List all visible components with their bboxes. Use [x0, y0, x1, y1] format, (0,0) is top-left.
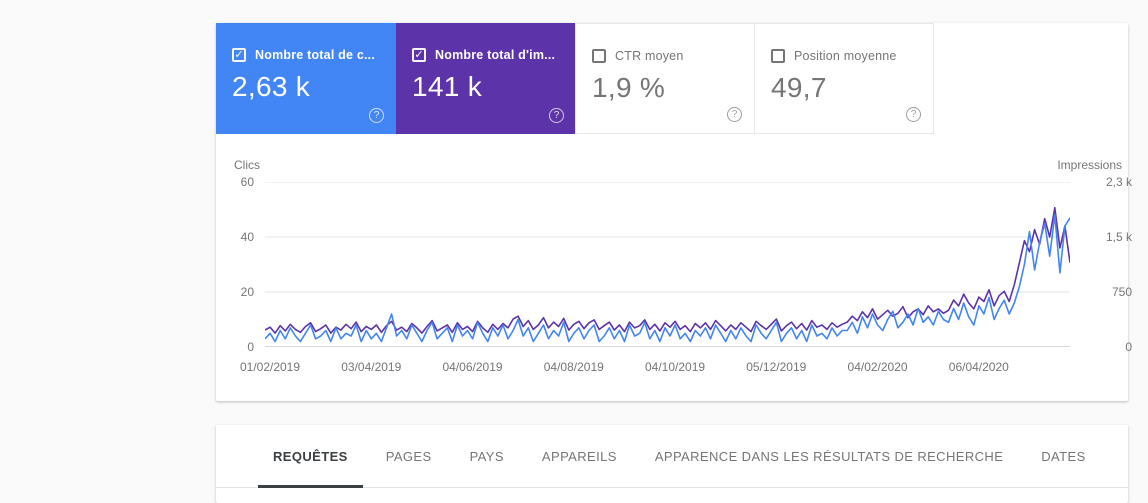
checked-checkbox-clicks[interactable]: ✓ [232, 48, 246, 62]
x-axis-date-label: 01/02/2019 [239, 360, 301, 374]
x-axis-date-label: 03/04/2019 [341, 360, 402, 374]
tab-appareils[interactable]: APPAREILS [541, 449, 617, 464]
series-line-clics[interactable] [265, 214, 1070, 343]
metric-card-header: ✓ Nombre total d'im... [412, 48, 560, 62]
metric-value-impressions: 141 k [412, 71, 482, 102]
right-axis-tick-label: 750 [1111, 285, 1132, 299]
tab-apparence[interactable]: APPARENCE DANS LES RÉSULTATS DE RECHERCH… [654, 449, 1004, 464]
metric-label-ctr: CTR moyen [615, 49, 684, 63]
metric-label-position: Position moyenne [794, 49, 897, 63]
x-axis-date-label: 04/06/2019 [442, 360, 503, 374]
dimension-tab-bar: REQUÊTES PAGES PAYS APPAREILS APPARENCE DANS… [216, 425, 1128, 488]
metric-card-header: Position moyenne [771, 49, 917, 63]
left-axis-tick-label: 60 [240, 175, 254, 189]
metric-card-impressions[interactable]: ✓ Nombre total d'im... 141 k? [396, 23, 576, 134]
help-icon[interactable]: ? [369, 108, 384, 123]
x-axis-date-label: 04/02/2020 [847, 360, 908, 374]
tab-pays[interactable]: PAYS [469, 449, 504, 464]
metric-card-ctr[interactable]: CTR moyen 1,9 %? [575, 23, 755, 134]
dimensions-card: REQUÊTES PAGES PAYS APPAREILS APPARENCE DANS… [216, 425, 1128, 503]
tab-pages[interactable]: PAGES [385, 449, 432, 464]
left-axis-tick-label: 40 [240, 230, 254, 244]
metric-card-header: ✓ Nombre total de c... [232, 48, 380, 62]
unchecked-checkbox-ctr[interactable] [592, 49, 606, 63]
metric-card-header: CTR moyen [592, 49, 738, 63]
unchecked-checkbox-position[interactable] [771, 49, 785, 63]
x-axis-date-label: 04/10/2019 [645, 360, 706, 374]
tab-dates[interactable]: DATES [1041, 449, 1086, 464]
left-axis-tick-label: 0 [247, 340, 254, 354]
metrics-row: ✓ Nombre total de c... 2,63 k? ✓ Nombre tota… [216, 23, 934, 134]
metric-label-impressions: Nombre total d'im... [435, 48, 556, 62]
metric-value-position: 49,7 [771, 72, 827, 103]
right-axis-tick-label: 2,3 k [1105, 175, 1132, 189]
right-axis-tick-label: 0 [1125, 340, 1132, 354]
series-line-impressions[interactable] [265, 206, 1070, 334]
x-axis-date-label: 05/12/2019 [746, 360, 807, 374]
x-axis-date-label: 06/04/2020 [948, 360, 1009, 374]
right-axis-title: Impressions [1057, 158, 1122, 172]
left-axis-title: Clics [234, 158, 260, 172]
help-icon[interactable]: ? [549, 108, 564, 123]
help-icon[interactable]: ? [906, 107, 921, 122]
x-axis-date-label: 04/08/2019 [543, 360, 604, 374]
tab-requetes[interactable]: REQUÊTES [258, 425, 363, 488]
metric-value-ctr: 1,9 % [592, 72, 666, 103]
metric-value-clicks: 2,63 k [232, 71, 311, 102]
performance-summary-card: ✓ Nombre total de c... 2,63 k? ✓ Nombre tota… [216, 23, 1132, 401]
metric-card-position[interactable]: Position moyenne 49,7? [754, 23, 934, 134]
right-axis-tick-label: 1,5 k [1105, 230, 1132, 244]
help-icon[interactable]: ? [727, 107, 742, 122]
left-axis-tick-label: 20 [240, 285, 254, 299]
metric-label-clicks: Nombre total de c... [255, 48, 375, 62]
metric-card-clicks[interactable]: ✓ Nombre total de c... 2,63 k? [216, 23, 396, 134]
performance-line-chart[interactable] [265, 182, 1070, 347]
checked-checkbox-impressions[interactable]: ✓ [412, 48, 426, 62]
